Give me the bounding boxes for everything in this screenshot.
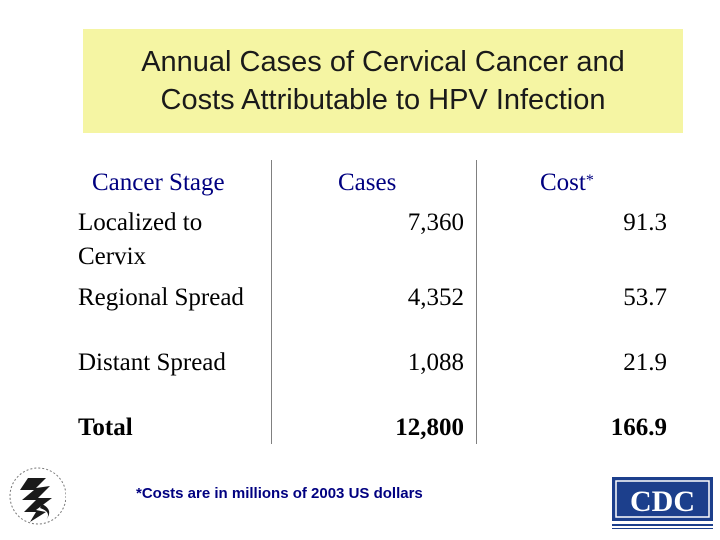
row-total-cost: 166.9 bbox=[610, 414, 667, 441]
row-distant-cost: 21.9 bbox=[623, 349, 667, 376]
header-cost: Cost* bbox=[540, 166, 594, 200]
row-localized-stage-line2: Cervix bbox=[78, 243, 147, 270]
row-localized-stage-line1: Localized to bbox=[78, 209, 203, 236]
title-line-1: Annual Cases of Cervical Cancer and bbox=[141, 46, 625, 78]
row-distant-cases: 1,088 bbox=[407, 349, 464, 376]
header-cancer-stage: Cancer Stage bbox=[92, 169, 225, 196]
cost-footnote: *Costs are in millions of 2003 US dollar… bbox=[136, 485, 423, 502]
row-total-cases: 12,800 bbox=[395, 414, 464, 441]
row-localized-cases: 7,360 bbox=[407, 209, 464, 236]
title-banner: Annual Cases of Cervical Cancer and Cost… bbox=[83, 29, 683, 133]
row-total-stage: Total bbox=[78, 414, 133, 441]
column-divider bbox=[271, 160, 272, 444]
cost-table: Cancer Stage Cases Cost* Localized to Ce… bbox=[72, 160, 677, 444]
hhs-eagle-icon bbox=[6, 460, 67, 530]
cdc-logo-text: CDC bbox=[630, 485, 695, 518]
header-cost-footnote-marker: * bbox=[585, 172, 594, 189]
title-line-2: Costs Attributable to HPV Infection bbox=[160, 84, 606, 116]
header-cases: Cases bbox=[338, 169, 397, 196]
cdc-logo-icon: CDC bbox=[610, 475, 715, 530]
row-regional-stage: Regional Spread bbox=[78, 284, 244, 311]
header-cost-label: Cost bbox=[540, 169, 586, 196]
column-divider bbox=[476, 160, 477, 444]
row-localized-cost: 91.3 bbox=[623, 209, 667, 236]
page-title: Annual Cases of Cervical Cancer and Cost… bbox=[141, 43, 625, 119]
row-distant-stage: Distant Spread bbox=[78, 349, 226, 376]
row-regional-cost: 53.7 bbox=[623, 284, 667, 311]
row-regional-cases: 4,352 bbox=[407, 284, 464, 311]
